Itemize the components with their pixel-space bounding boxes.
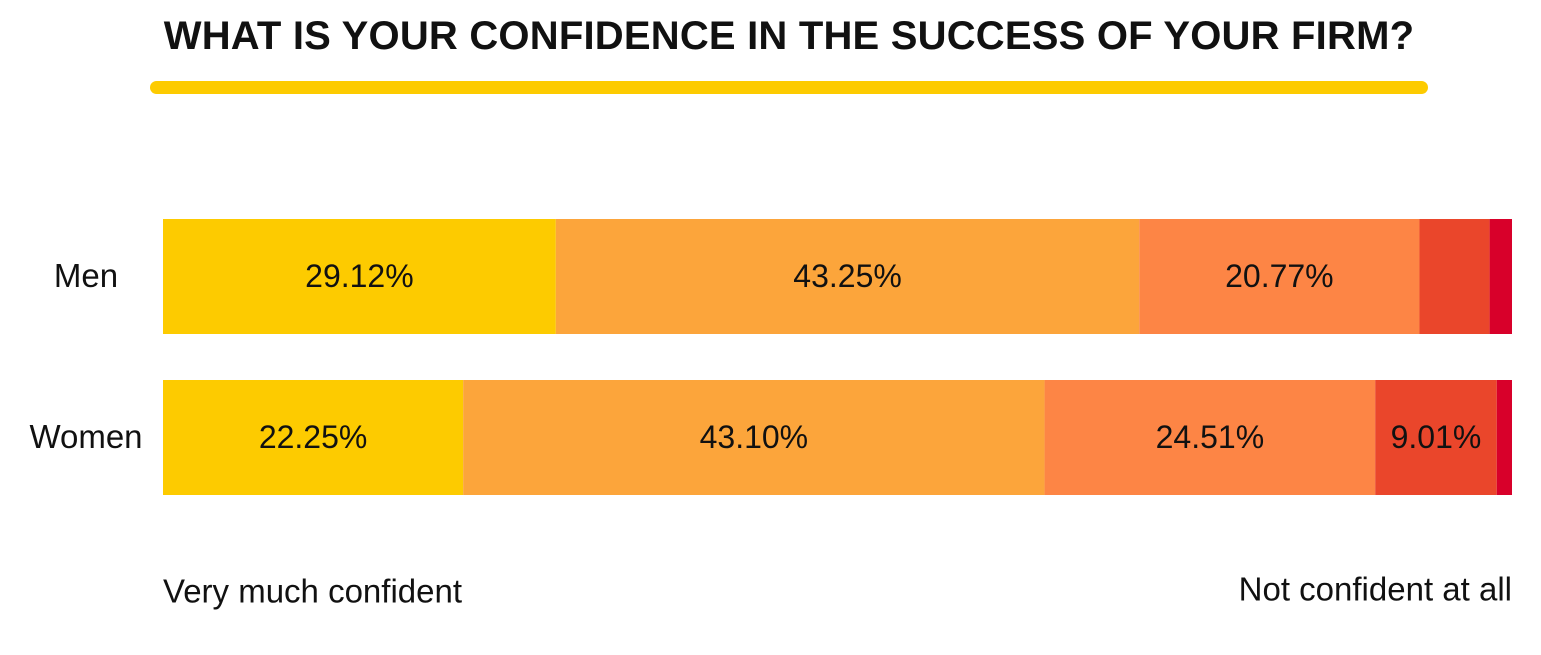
bar-segment-women-1 [163, 380, 464, 495]
bar-segment-women-3 [1044, 380, 1376, 495]
row-label-men: Men [54, 257, 118, 294]
data-label-women-3: 24.51% [1156, 419, 1265, 455]
scale-label-right: Not confident at all [1239, 571, 1512, 608]
scale-label-left: Very much confident [163, 573, 462, 610]
data-label-women-1: 22.25% [259, 419, 368, 455]
data-label-men-2: 43.25% [793, 258, 902, 294]
bar-segment-men-4 [1419, 219, 1490, 334]
bar-segment-women-2 [463, 380, 1045, 495]
data-label-women-2: 43.10% [700, 419, 809, 455]
bar-segment-women-4 [1375, 380, 1497, 495]
data-label-men-1: 29.12% [305, 258, 414, 294]
bar-segment-men-5 [1489, 219, 1512, 334]
bar-segment-men-2 [555, 219, 1140, 334]
data-label-men-3: 20.77% [1225, 258, 1334, 294]
row-label-women: Women [29, 418, 142, 455]
data-label-women-4: 9.01% [1391, 419, 1482, 455]
bar-segment-men-1 [163, 219, 556, 334]
title-underline [150, 81, 1428, 94]
bar-segment-men-3 [1139, 219, 1420, 334]
bar-segment-women-5 [1496, 380, 1512, 495]
chart-title: WHAT IS YOUR CONFIDENCE IN THE SUCCESS O… [163, 14, 1415, 58]
